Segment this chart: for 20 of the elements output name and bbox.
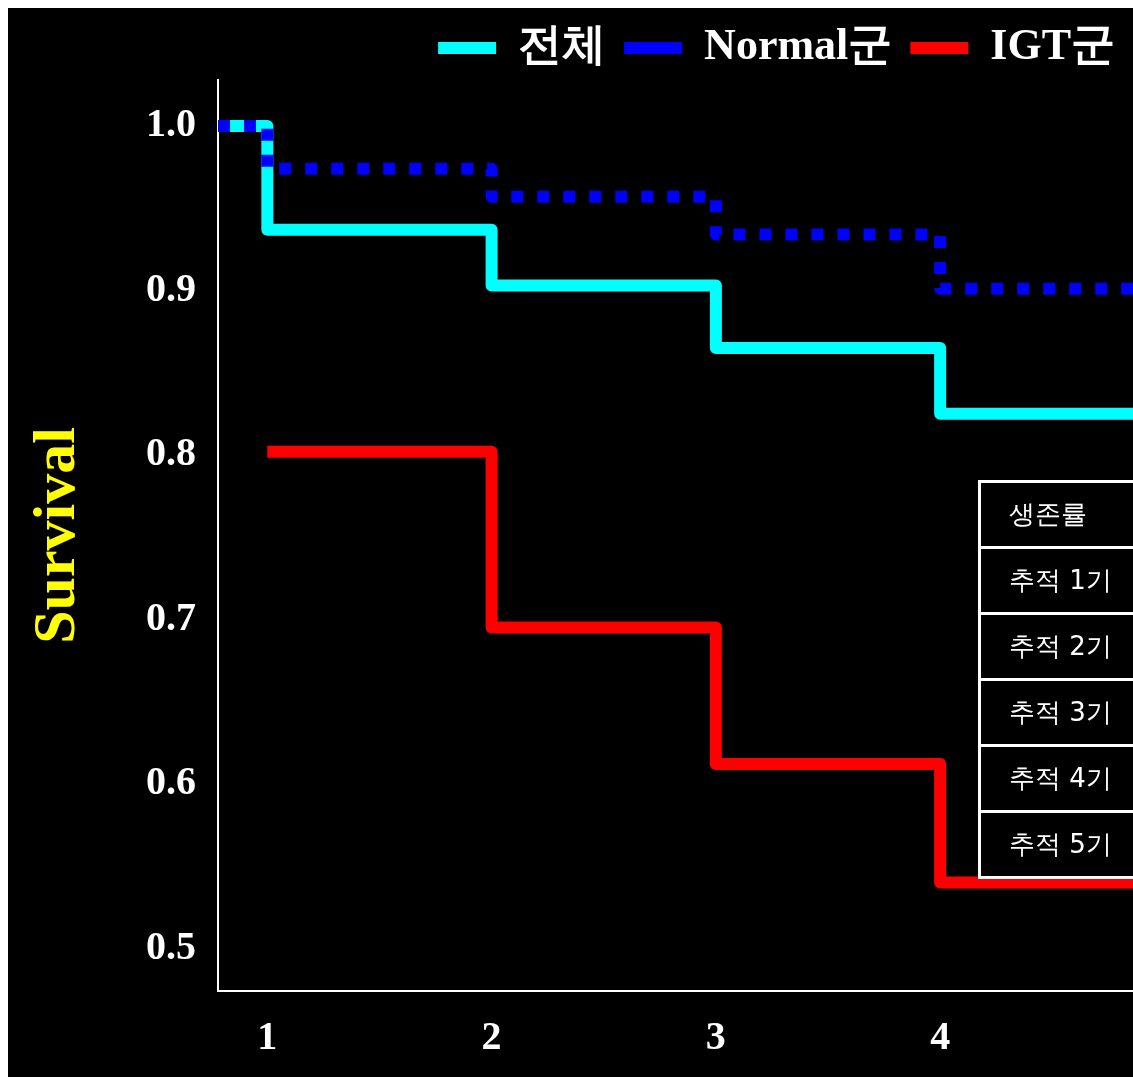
annotation: 추적 4기 <box>981 744 1133 810</box>
legend-label: 전체 <box>518 20 607 70</box>
x-tick-label: 2 <box>481 1013 502 1059</box>
annotation: 추적 5기 <box>981 810 1133 876</box>
x-tick-label: 1 <box>257 1013 278 1059</box>
legend-label: IGT군 <box>990 20 1116 70</box>
annotation: 생존률 <box>1008 498 1088 531</box>
annotation: 추적 1기 <box>981 546 1133 612</box>
y-axis-title: Survival <box>20 427 87 644</box>
y-tick-label: 0.5 <box>146 922 196 968</box>
legend-label: Normal군 <box>704 20 893 70</box>
x-tick-label: 3 <box>705 1013 726 1059</box>
y-tick-label: 0.9 <box>146 264 196 310</box>
x-tick-label: 4 <box>930 1013 951 1059</box>
annotation: 추적 3기 <box>981 678 1133 744</box>
y-tick-label: 0.6 <box>146 758 196 804</box>
y-tick-label: 0.7 <box>146 593 196 639</box>
y-tick-label: 1.0 <box>146 100 196 146</box>
annotation: 추적 2기 <box>981 612 1133 678</box>
y-tick-label: 0.8 <box>146 429 196 475</box>
